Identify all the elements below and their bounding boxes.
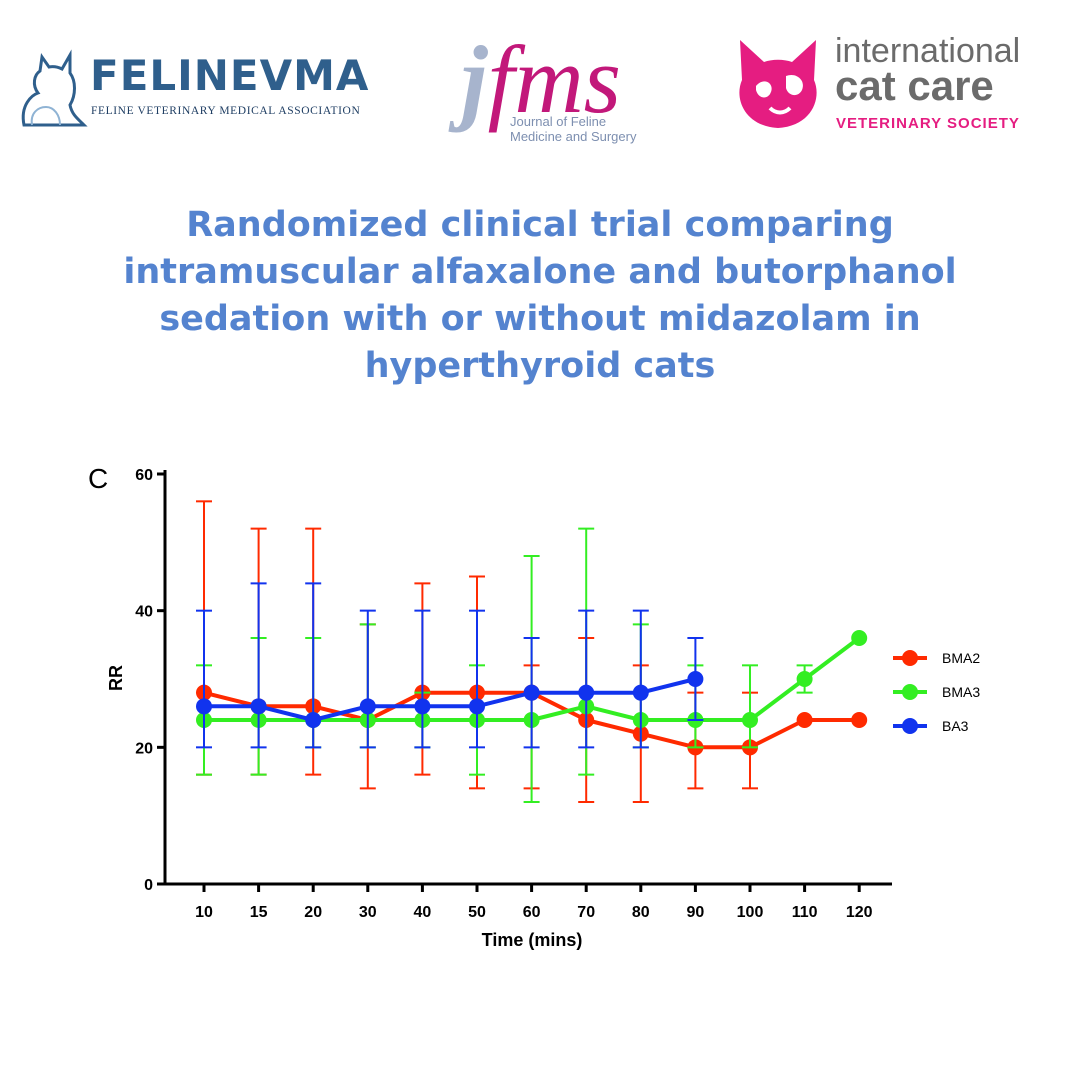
data-point-ba3 <box>578 684 595 701</box>
icc-line2: cat care <box>835 62 994 109</box>
cat-silhouette-icon <box>21 49 88 127</box>
data-point-bma3 <box>851 630 868 646</box>
data-point-bma3 <box>742 712 758 728</box>
data-point-bma3 <box>796 671 813 687</box>
jfms-mark-rest: fms <box>487 26 622 133</box>
data-point-ba3 <box>469 698 485 715</box>
legend-item-bma2: BMA2 <box>893 650 980 666</box>
series-line-ba3 <box>204 677 696 722</box>
data-point-ba3 <box>359 698 376 715</box>
logo-strip: FELINEVMA FELINE VETERINARY MEDICAL ASSO… <box>0 20 1080 160</box>
panel-label: C <box>88 463 108 494</box>
legend-item-ba3: BA3 <box>893 718 969 734</box>
x-tick-label: 60 <box>523 904 541 921</box>
legend-item-bma3: BMA3 <box>893 684 980 700</box>
rr-chart: C RR Time (mins) 0 20 40 60 10 15 20 30 40 50 60 70… <box>88 463 980 950</box>
felinevma-logo: FELINEVMA FELINE VETERINARY MEDICAL ASSO… <box>18 45 368 135</box>
data-point-bma2 <box>796 712 813 728</box>
jfms-subtitle-line1: Journal of Feline <box>510 114 607 129</box>
x-tick-label: 40 <box>414 904 432 921</box>
x-tick-label: 80 <box>632 904 650 921</box>
legend-label-ba3: BA3 <box>942 718 969 734</box>
x-tick-label: 110 <box>792 904 818 921</box>
y-axis-label: RR <box>106 665 126 691</box>
data-point-ba3 <box>305 712 322 728</box>
jfms-subtitle: Journal of Feline Medicine and Surgery <box>510 114 636 144</box>
x-tick-label: 70 <box>577 904 595 921</box>
data-point-ba3 <box>523 684 540 701</box>
legend-marker-bma2 <box>902 650 918 666</box>
series-ba3 <box>196 582 704 749</box>
cat-face-icon <box>739 40 817 128</box>
legend-marker-bma3 <box>902 684 918 700</box>
data-point-bma2 <box>851 712 868 728</box>
jfms-subtitle-line2: Medicine and Surgery <box>510 129 637 144</box>
x-tick-label: 100 <box>737 904 764 921</box>
icc-line3: VETERINARY SOCIETY <box>836 115 1020 132</box>
y-tick-label: 0 <box>144 877 153 894</box>
x-tick-label: 15 <box>250 904 268 921</box>
data-point-ba3 <box>250 698 267 715</box>
y-tick-label: 60 <box>135 467 153 484</box>
felinevma-name: FELINEVMA <box>90 51 370 100</box>
x-tick-label: 10 <box>195 904 213 921</box>
data-point-ba3 <box>414 698 431 715</box>
jfms-mark-j: j <box>461 26 488 133</box>
chart-marks <box>196 500 868 803</box>
y-tick-label: 20 <box>135 740 153 757</box>
x-tick-label: 50 <box>468 904 486 921</box>
jfms-wordmark: jfms <box>461 30 621 130</box>
icc-logo: international cat care VETERINARY SOCIET… <box>730 32 1050 142</box>
icc-line1: international <box>835 32 1021 70</box>
legend-label-bma2: BMA2 <box>942 650 980 666</box>
legend-marker-ba3 <box>902 718 918 734</box>
axis-ticks: 0 20 40 60 10 15 20 30 40 50 60 70 80 90 100 110 120 <box>135 467 872 921</box>
y-tick-label: 40 <box>135 604 153 621</box>
data-point-ba3 <box>632 684 649 701</box>
x-tick-label: 20 <box>304 904 322 921</box>
x-tick-label: 120 <box>846 904 873 921</box>
data-point-ba3 <box>687 671 704 687</box>
x-axis-label: Time (mins) <box>482 930 583 950</box>
felinevma-subtitle: FELINE VETERINARY MEDICAL ASSOCIATION <box>91 105 361 117</box>
x-tick-label: 30 <box>359 904 377 921</box>
jfms-logo: jfms Journal of Feline Medicine and Surge… <box>455 30 655 160</box>
page-title: Randomized clinical trial comparing intr… <box>123 205 957 386</box>
legend: BMA2 BMA3 BA3 <box>893 650 980 734</box>
x-tick-label: 90 <box>687 904 705 921</box>
data-point-ba3 <box>196 698 212 715</box>
legend-label-bma3: BMA3 <box>942 684 980 700</box>
